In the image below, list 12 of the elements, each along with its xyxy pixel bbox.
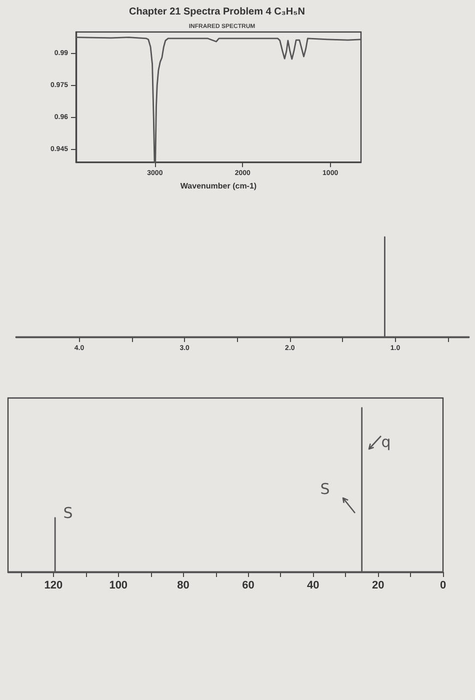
x-tick-label: 20	[372, 580, 384, 592]
x-tick-label: 100	[109, 580, 128, 592]
x-axis-title: Wavenumber (cm-1)	[180, 182, 257, 190]
x-tick-label: 0	[440, 580, 446, 592]
x-tick-label: 80	[177, 580, 190, 592]
annotation: q	[381, 433, 391, 451]
annotation: S	[63, 504, 73, 522]
x-tick-label: 40	[307, 580, 320, 592]
x-tick-label: 60	[242, 580, 254, 592]
chart-title: Chapter 21 Spectra Problem 4 C₃H₅N	[129, 6, 305, 18]
x-tick-label: 120	[44, 580, 63, 592]
annotation: S	[320, 480, 330, 498]
